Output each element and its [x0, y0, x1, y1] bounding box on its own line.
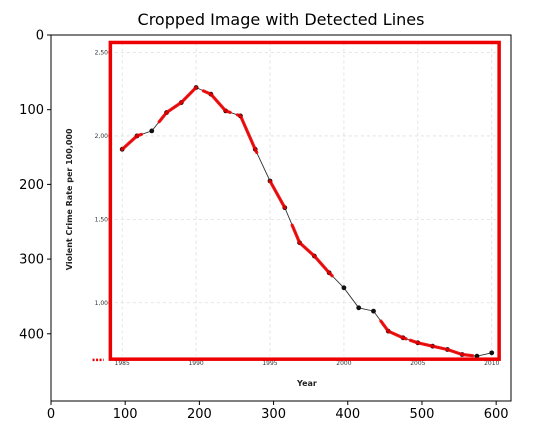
- embedded-data-point: [371, 308, 376, 314]
- embedded-data-point: [489, 350, 495, 356]
- outer-x-tick-label: 400: [335, 407, 360, 422]
- embedded-y-tick-label: 1,000: [95, 300, 112, 307]
- embedded-data-line: [121, 86, 492, 357]
- detected-line-segment: [120, 132, 143, 151]
- embedded-y-axis-label: Violent Crime Rate per 100,000: [65, 128, 74, 270]
- embedded-y-tick-label: 1,500: [95, 216, 112, 223]
- outer-y-tick-label: 200: [19, 178, 44, 193]
- embedded-x-tick-label: 1985: [115, 360, 130, 367]
- embedded-data-point: [149, 128, 155, 134]
- outer-y-tick-label: 0: [36, 29, 44, 44]
- outer-y-tick-label: 400: [19, 327, 44, 342]
- detected-line-segment: [201, 89, 232, 115]
- embedded-x-tick-label: 2000: [336, 360, 351, 367]
- outer-x-tick-label: 600: [484, 407, 509, 422]
- outer-x-tick-label: 300: [261, 407, 286, 422]
- outer-y-tick-label: 300: [19, 253, 44, 268]
- outer-x-tick-label: 500: [410, 407, 435, 422]
- detected-line-segment: [408, 338, 475, 358]
- detected-line-segment: [157, 85, 198, 124]
- detection-overlay: [92, 40, 501, 362]
- embedded-chart-image: 1,000 1,500 2,000 2,500 1985 1990 1995 2000 2005…: [65, 42, 500, 388]
- embedded-x-tick-label: 1990: [188, 360, 203, 367]
- embedded-y-tick-label: 2,000: [95, 133, 112, 140]
- outer-axes: 0 100 200 300 400 500 600 0 100 200 300 400: [19, 29, 512, 422]
- embedded-data-point: [341, 285, 347, 291]
- embedded-x-tick-label: 2005: [410, 360, 425, 367]
- figure-title: Cropped Image with Detected Lines: [138, 10, 425, 29]
- outer-x-tick-label: 200: [187, 407, 212, 422]
- detected-line-segment: [379, 319, 408, 341]
- detection-box: [108, 40, 501, 361]
- outer-axes-frame: [50, 34, 512, 402]
- embedded-data-point: [474, 353, 480, 359]
- embedded-x-tick-label: 2010: [484, 360, 499, 367]
- detected-line-segment: [290, 223, 334, 278]
- outer-x-tick-label: 100: [113, 407, 138, 422]
- embedded-y-tick-label: 2,500: [95, 49, 112, 56]
- detected-line-segment: [268, 179, 287, 210]
- outer-x-tick-label: 0: [47, 407, 55, 422]
- outer-y-tick-label: 100: [19, 103, 44, 118]
- embedded-x-axis-label: Year: [296, 379, 317, 388]
- embedded-x-tick-label: 1995: [262, 360, 277, 367]
- detected-line-segment: [235, 113, 259, 154]
- embedded-data-point: [356, 305, 362, 311]
